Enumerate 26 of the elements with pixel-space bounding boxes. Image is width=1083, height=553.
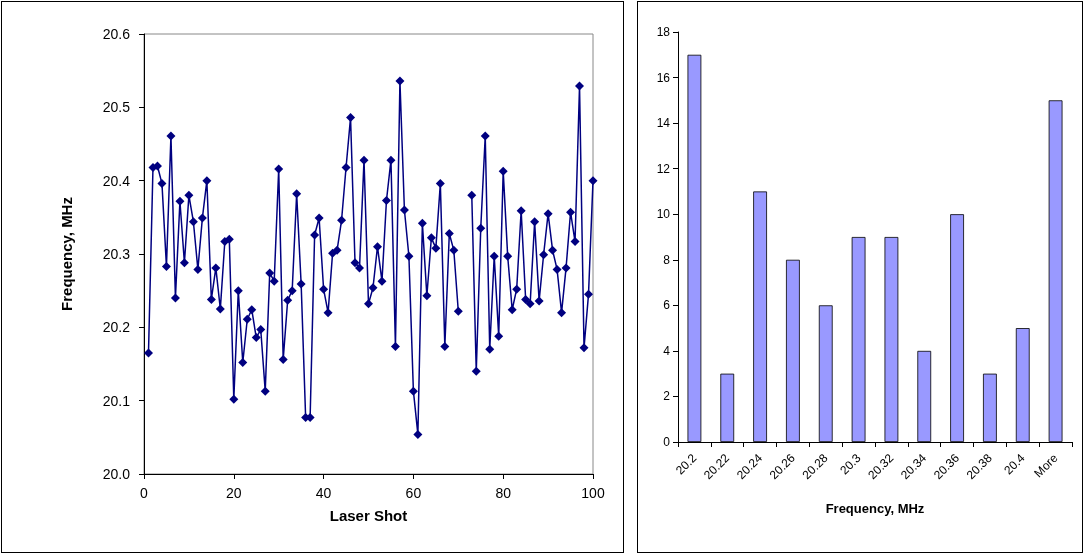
y-tick-label: 20.0	[102, 466, 131, 482]
y-tick-label: 8	[663, 252, 671, 267]
y-tick-label: 16	[656, 70, 671, 85]
y-tick-label: 20.4	[102, 172, 131, 189]
y-tick-label: 4	[663, 343, 671, 358]
x-tick-label: 80	[495, 485, 512, 501]
y-tick-label: 20.6	[102, 26, 131, 42]
x-axis-title: Laser Shot	[329, 507, 408, 524]
x-tick-label: 0	[140, 485, 149, 501]
x-tick-label: 100	[581, 485, 605, 501]
x-tick-label: 40	[315, 485, 332, 501]
y-axis-title: Frequency, MHz	[58, 197, 75, 311]
y-tick-label: 0	[663, 435, 671, 449]
y-tick-label: 2	[663, 389, 671, 404]
y-tick-label: 6	[663, 298, 671, 313]
y-tick-label: 20.2	[102, 319, 131, 336]
x-tick-label: 60	[405, 485, 422, 501]
y-tick-label: 14	[656, 116, 671, 131]
y-tick-label: 20.3	[102, 246, 131, 262]
y-tick-label: 12	[656, 161, 671, 176]
y-tick-label: 18	[656, 25, 671, 39]
x-axis-title: Frequency, MHz	[825, 501, 925, 516]
y-tick-label: 20.1	[102, 392, 131, 409]
y-tick-label: 20.5	[102, 99, 131, 116]
y-tick-label: 10	[656, 207, 671, 222]
x-tick-label: 20	[226, 485, 242, 501]
